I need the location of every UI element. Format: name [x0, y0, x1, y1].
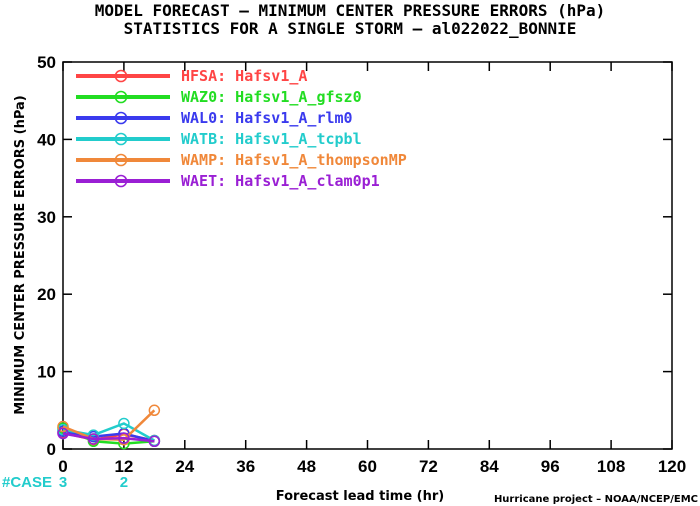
- series-point: [57, 427, 69, 440]
- y-tick-label: 30: [37, 208, 56, 227]
- x-tick-label: 84: [480, 457, 499, 476]
- y-tick-label: 0: [47, 440, 56, 459]
- legend-swatch-marker: [114, 132, 128, 146]
- y-tick-label: 40: [37, 130, 56, 149]
- legend-label: WAL0: Hafsv1_A_rlm0: [181, 109, 353, 127]
- x-tick-label: 96: [541, 457, 560, 476]
- legend-label: WAET: Hafsv1_A_clam0p1: [181, 172, 380, 190]
- chart-title-line2: STATISTICS FOR A SINGLE STORM – al022022…: [124, 19, 577, 38]
- x-tick-label: 60: [358, 457, 377, 476]
- series: [57, 427, 161, 448]
- chart-title-line1: MODEL FORECAST – MINIMUM CENTER PRESSURE…: [95, 1, 606, 20]
- legend-swatch-marker: [114, 90, 128, 104]
- x-tick-label: 120: [658, 457, 686, 476]
- legend-label: HFSA: Hafsv1_A: [181, 67, 307, 85]
- legend-item: WAET: Hafsv1_A_clam0p1: [76, 172, 380, 190]
- series-layer: [57, 404, 161, 450]
- legend-swatch-marker: [114, 69, 128, 83]
- y-tick-label: 20: [37, 285, 56, 304]
- series-point: [148, 435, 161, 448]
- legend-item: WAL0: Hafsv1_A_rlm0: [76, 109, 353, 127]
- x-axis-label: Forecast lead time (hr): [276, 489, 444, 504]
- legend-item: WATB: Hafsv1_A_tcpbl: [76, 130, 362, 148]
- series-line: [62, 432, 155, 443]
- series-point: [87, 433, 100, 445]
- x-tick-label: 72: [419, 457, 438, 476]
- x-tick-label: 0: [58, 457, 67, 476]
- plot-frame: [62, 61, 673, 450]
- x-tick-label: 12: [114, 457, 133, 476]
- x-tick-label: 36: [236, 457, 255, 476]
- y-tick-label: 50: [37, 53, 56, 72]
- series-point: [118, 432, 130, 444]
- legend-label: WAZ0: Hafsv1_A_gfsz0: [181, 88, 362, 106]
- legend-item: WAZ0: Hafsv1_A_gfsz0: [76, 88, 362, 106]
- case-count: 3: [59, 474, 67, 491]
- y-axis-label: MINIMUM CENTER PRESSURE ERRORS (hPa): [13, 95, 28, 415]
- legend: HFSA: Hafsv1_A WAZ0: Hafsv1_A_gfsz0 WAL0: …: [76, 67, 407, 190]
- y-tick-label: 10: [37, 363, 56, 382]
- case-counts: #CASE 3 2: [2, 474, 128, 491]
- legend-label: WATB: Hafsv1_A_tcpbl: [181, 130, 362, 148]
- x-tick-label: 24: [175, 457, 194, 476]
- legend-item: HFSA: Hafsv1_A: [76, 67, 307, 85]
- series-point: [148, 404, 161, 417]
- series-point: [57, 420, 69, 433]
- legend-swatch-marker: [114, 111, 128, 125]
- legend-swatch-marker: [114, 174, 128, 188]
- case-label: #CASE: [2, 474, 52, 491]
- legend-label: WAMP: Hafsv1_A_thompsonMP: [181, 151, 407, 169]
- series-point: [118, 417, 130, 430]
- case-count: 2: [120, 474, 128, 491]
- credit-text: Hurricane project – NOAA/NCEP/EMC: [494, 494, 698, 505]
- plot-area: 0 12 24 36 48 60 72 84 96 108 120 0 10 20 30 40 50: [37, 53, 686, 476]
- legend-swatch-marker: [114, 153, 128, 167]
- legend-item: WAMP: Hafsv1_A_thompsonMP: [76, 151, 407, 169]
- x-tick-label: 48: [297, 457, 316, 476]
- x-tick-label: 108: [597, 457, 625, 476]
